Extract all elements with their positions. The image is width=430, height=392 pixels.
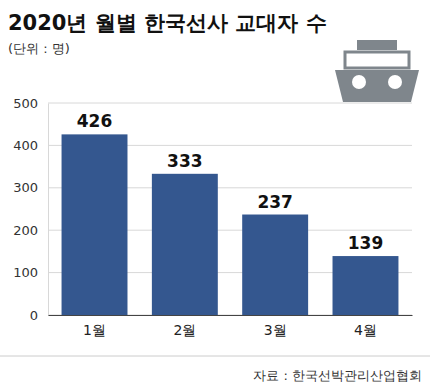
title: 2020년 월별 한국선사 교대자 수 xyxy=(8,11,327,35)
x-tick: 4월 xyxy=(354,315,377,338)
y-tick-label: 100 xyxy=(13,265,38,280)
x-tick-label: 3월 xyxy=(264,322,287,338)
y-axis-line xyxy=(48,104,49,316)
grid xyxy=(48,103,412,315)
data-label: 426 xyxy=(77,111,113,131)
x-tick: 3월 xyxy=(264,315,287,338)
x-tick-label: 2월 xyxy=(173,322,196,338)
y-tick: 400 xyxy=(13,138,48,153)
ship-part xyxy=(352,75,366,89)
separator xyxy=(0,356,430,357)
chart: 2020년 월별 한국선사 교대자 수 (단위 : 명) 426 333 237 139 0… xyxy=(0,0,430,392)
bar xyxy=(242,215,308,315)
x-tick: 2월 xyxy=(173,315,196,338)
plot: 426 333 237 139 0 100 200 300 400 500 1월 2월 3월 4월 xyxy=(13,96,412,338)
ship-part xyxy=(335,70,419,102)
data-label: 139 xyxy=(348,233,384,253)
subtitle: (단위 : 명) xyxy=(8,41,70,56)
y-tick: 200 xyxy=(13,223,48,238)
ship-icon xyxy=(335,40,419,102)
grid-line xyxy=(48,103,412,104)
y-tick-label: 500 xyxy=(13,96,38,111)
ship-part xyxy=(388,75,402,89)
data-label: 237 xyxy=(257,192,293,212)
x-axis-line xyxy=(49,315,413,316)
y-axis: 0 100 200 300 400 500 xyxy=(13,96,48,323)
y-tick: 500 xyxy=(13,96,48,111)
x-tick: 1월 xyxy=(83,315,106,338)
y-tick: 300 xyxy=(13,180,48,195)
y-tick: 0 xyxy=(30,308,48,323)
y-tick-label: 300 xyxy=(13,180,38,195)
x-tick-label: 4월 xyxy=(354,322,377,338)
bar xyxy=(333,256,399,315)
y-tick-label: 400 xyxy=(13,138,38,153)
x-axis: 1월 2월 3월 4월 xyxy=(49,315,413,338)
y-tick: 100 xyxy=(13,265,48,280)
ship-part xyxy=(345,52,409,68)
ship-part xyxy=(357,40,397,50)
source: 자료 : 한국선박관리산업협회 xyxy=(253,368,422,383)
data-labels: 426 333 237 139 xyxy=(77,111,383,253)
y-tick-label: 200 xyxy=(13,223,38,238)
bars xyxy=(62,134,399,315)
bar xyxy=(62,134,128,315)
x-tick-label: 1월 xyxy=(83,322,106,338)
data-label: 333 xyxy=(167,151,203,171)
bar xyxy=(152,174,218,315)
y-tick-label: 0 xyxy=(30,308,38,323)
